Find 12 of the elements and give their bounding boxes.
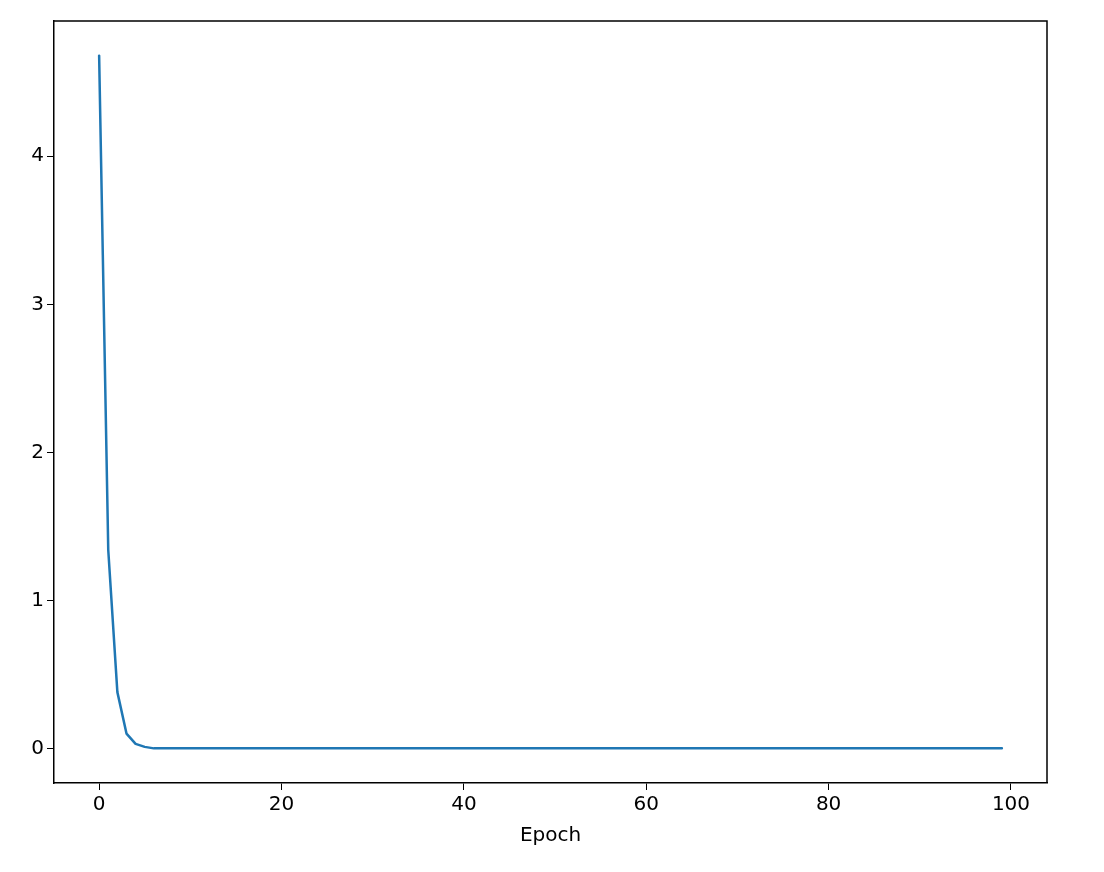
- x-tick-label: 60: [633, 791, 659, 816]
- x-tick-label: 0: [92, 791, 106, 816]
- x-tick-label: 20: [268, 791, 295, 816]
- x-axis-title: Epoch: [519, 822, 582, 847]
- x-tick-label: 40: [451, 791, 477, 816]
- y-tick-label: 1: [31, 586, 44, 611]
- y-tick-label: 4: [31, 142, 44, 167]
- y-tick-label: 3: [31, 290, 44, 315]
- y-tick-label: 0: [31, 734, 44, 759]
- x-tick-label: 80: [815, 791, 842, 816]
- x-tick-label: 100: [991, 791, 1031, 816]
- y-tick-label: 2: [31, 438, 44, 463]
